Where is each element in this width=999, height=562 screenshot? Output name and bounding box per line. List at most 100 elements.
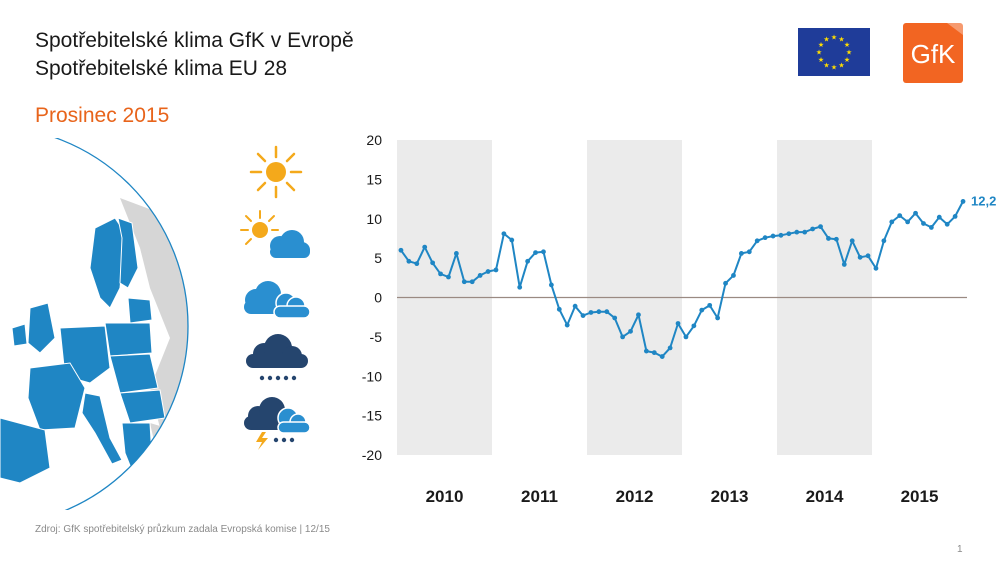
data-point <box>430 260 436 266</box>
weather-icons <box>240 145 311 450</box>
data-point <box>580 313 586 319</box>
data-point <box>477 273 483 278</box>
data-point <box>881 238 887 244</box>
data-point <box>446 274 451 280</box>
y-tick-label: 10 <box>366 211 382 227</box>
data-point <box>921 221 926 226</box>
y-tick-label: -20 <box>362 447 382 463</box>
x-label-2015: 2015 <box>901 487 939 506</box>
data-point <box>826 236 831 241</box>
data-point <box>913 210 918 216</box>
data-point <box>612 315 618 321</box>
data-point <box>501 231 507 237</box>
data-point <box>453 251 459 256</box>
sun-icon <box>249 145 303 199</box>
data-point <box>588 310 594 315</box>
data-point <box>770 233 776 239</box>
data-point <box>715 315 721 321</box>
page-number: 1 <box>957 544 963 555</box>
data-point <box>833 236 839 242</box>
data-point <box>604 309 610 315</box>
y-tick-label: 15 <box>366 171 382 187</box>
data-point <box>849 238 855 244</box>
gfk-logo: GfK <box>903 23 963 83</box>
data-point <box>438 271 443 277</box>
data-point <box>778 232 784 238</box>
data-point <box>857 254 863 260</box>
data-point <box>636 312 641 318</box>
data-point <box>564 322 570 328</box>
data-point <box>786 231 792 237</box>
data-point <box>461 279 467 285</box>
data-point <box>643 348 649 354</box>
y-tick-label: 20 <box>366 132 382 148</box>
data-point <box>541 249 546 255</box>
data-point <box>905 219 911 225</box>
rain-cloud-icon <box>246 334 308 381</box>
data-point <box>738 251 744 256</box>
x-label-2010: 2010 <box>426 487 464 506</box>
eu-star: ★ <box>844 56 850 64</box>
data-point <box>746 249 752 255</box>
data-point <box>667 345 673 351</box>
x-label-2012: 2012 <box>616 487 654 506</box>
x-label-2014: 2014 <box>806 487 844 506</box>
y-tick-label: -15 <box>362 408 382 424</box>
data-point <box>944 221 950 227</box>
data-point <box>889 219 895 225</box>
y-tick-label: -10 <box>362 368 382 384</box>
data-point <box>683 334 689 340</box>
data-point <box>731 273 736 278</box>
data-point <box>406 258 412 264</box>
eu-star: ★ <box>818 56 824 64</box>
data-point <box>802 229 808 235</box>
data-point <box>525 258 531 264</box>
clouds-icon <box>244 281 311 319</box>
data-point <box>659 354 665 359</box>
eu-star: ★ <box>831 34 837 42</box>
last-value-label: 12,2 <box>971 193 996 208</box>
eu-star: ★ <box>818 41 824 49</box>
europe-map <box>0 138 189 510</box>
data-point <box>928 225 934 230</box>
data-point <box>469 279 475 285</box>
data-point <box>517 284 523 290</box>
data-point <box>422 244 428 250</box>
eu-star: ★ <box>846 49 852 57</box>
eu-star: ★ <box>816 49 822 57</box>
data-point <box>723 280 728 286</box>
subtitle-date: Prosinec 2015 <box>35 104 170 127</box>
data-point <box>651 350 657 356</box>
data-point <box>818 224 823 230</box>
data-point <box>707 302 713 308</box>
data-point <box>509 237 515 243</box>
title-line-1: Spotřebitelské klima GfK v Evropě <box>35 29 354 52</box>
data-point <box>810 226 816 232</box>
data-point <box>897 213 903 218</box>
data-point <box>548 282 554 288</box>
data-point <box>628 328 633 334</box>
x-label-2011: 2011 <box>521 487 558 506</box>
y-tick-label: 5 <box>374 250 382 266</box>
sun-behind-cloud-icon <box>240 210 310 258</box>
y-tick-label: -5 <box>370 329 383 345</box>
data-point <box>414 261 420 267</box>
eu-star: ★ <box>823 36 829 44</box>
data-point <box>572 303 578 309</box>
data-point <box>398 247 404 253</box>
data-point <box>620 334 626 340</box>
data-point <box>691 323 697 329</box>
data-point <box>960 199 966 204</box>
eu-star: ★ <box>838 61 844 69</box>
data-point <box>493 267 499 273</box>
eu-star: ★ <box>838 36 844 44</box>
data-point <box>596 309 602 315</box>
x-label-2013: 2013 <box>711 487 749 506</box>
data-point <box>762 235 768 241</box>
eu-star: ★ <box>844 41 850 49</box>
data-point <box>556 306 562 312</box>
eu-star: ★ <box>831 64 837 72</box>
data-point <box>841 262 847 267</box>
data-point <box>952 213 958 219</box>
